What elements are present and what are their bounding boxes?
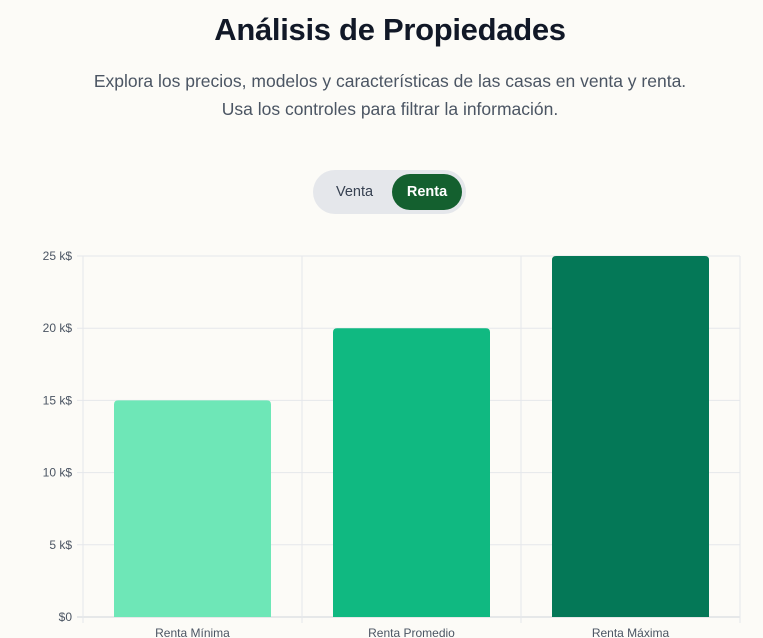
x-category-label: Renta Mínima: [155, 626, 230, 638]
venta-toggle-button[interactable]: Venta: [335, 184, 374, 200]
subtitle-line-1: Explora los precios, modelos y caracterí…: [93, 71, 687, 91]
renta-toggle-button[interactable]: Renta: [392, 174, 462, 210]
y-tick-label: 5 k$: [49, 538, 72, 552]
x-category-label: Renta Promedio: [368, 626, 455, 638]
y-tick-label: 15 k$: [43, 393, 73, 407]
rent-bar-chart: $0 5 k$ 10 k$ 15 k$ 20 k$ 25 k$ Renta Mínima Re…: [43, 249, 741, 638]
bar-max: [552, 256, 709, 617]
y-tick-label: 20 k$: [43, 321, 73, 335]
page-title: Análisis de Propiedades: [214, 12, 566, 47]
bar-avg: [333, 328, 490, 617]
mode-toggle: Venta Renta: [313, 170, 466, 214]
y-tick-label: $0: [59, 610, 73, 624]
subtitle-line-2: Usa los controles para filtrar la inform…: [221, 99, 559, 119]
y-tick-label: 25 k$: [43, 249, 73, 263]
page-subtitle: Explora los precios, modelos y caracterí…: [0, 67, 763, 123]
x-category-label: Renta Máxima: [592, 626, 670, 638]
y-tick-label: 10 k$: [43, 466, 73, 480]
bar-min: [114, 400, 271, 617]
